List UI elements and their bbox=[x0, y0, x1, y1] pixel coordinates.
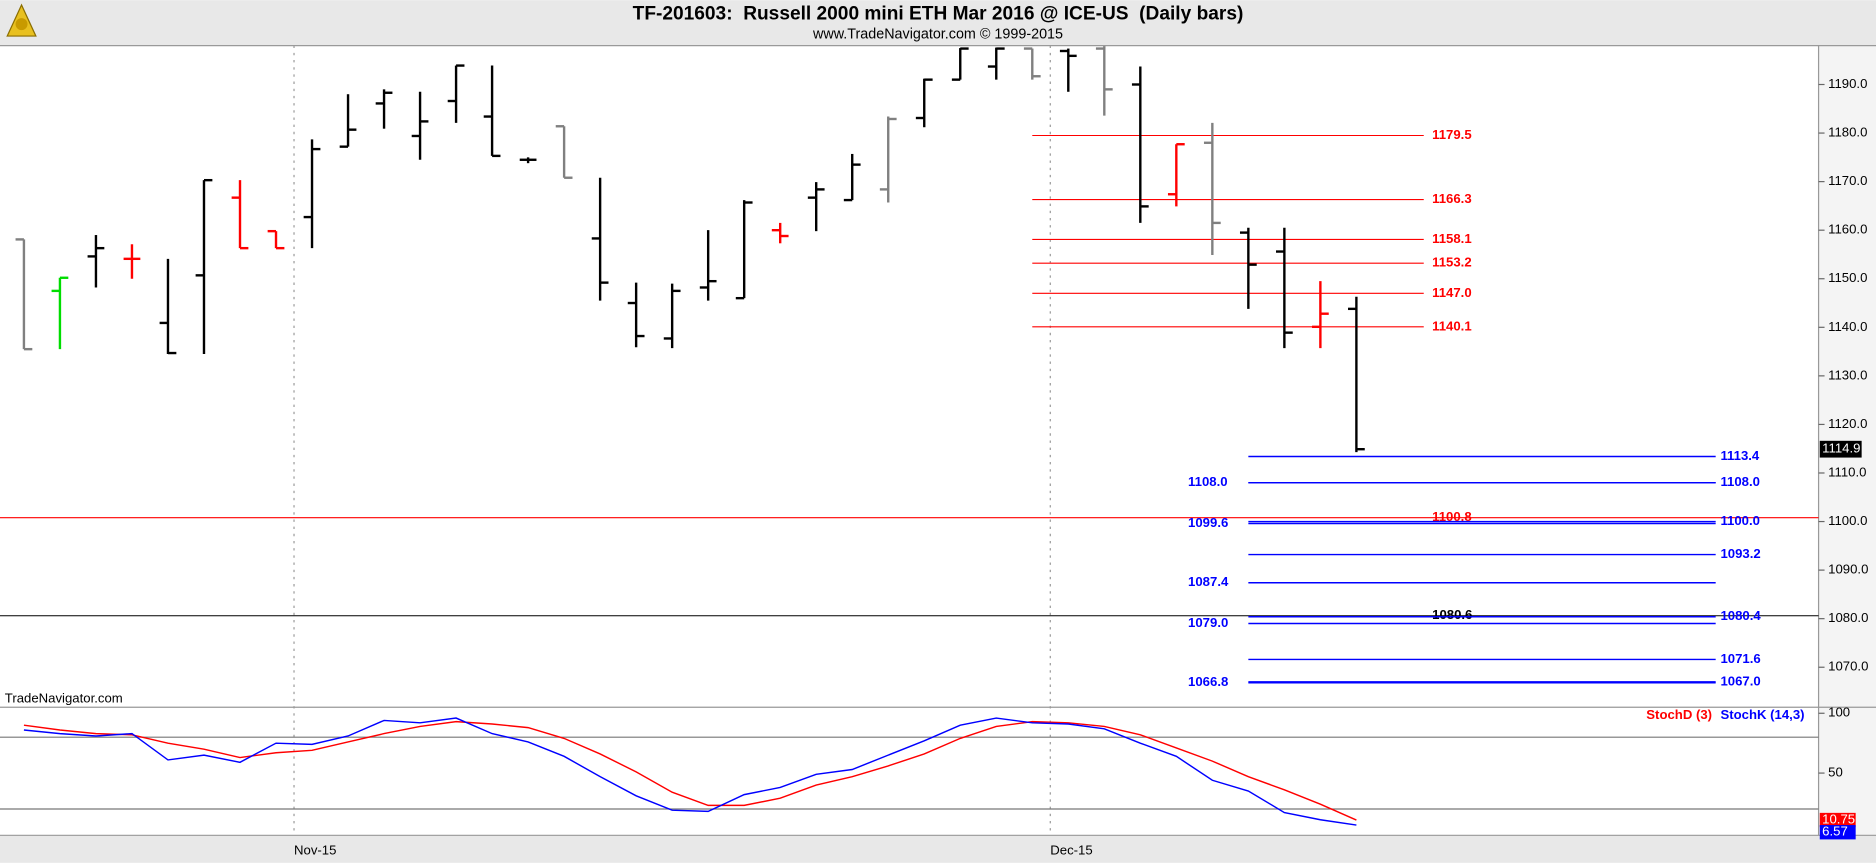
y-tick-label: 1090.0 bbox=[1828, 562, 1868, 577]
level-label: 1108.0 bbox=[1720, 474, 1760, 489]
level-label: 1166.3 bbox=[1432, 191, 1472, 206]
level-label: 1099.6 bbox=[1188, 515, 1228, 530]
last-value-label: 6.57 bbox=[1822, 824, 1848, 839]
y-tick-label: 1120.0 bbox=[1828, 416, 1867, 431]
level-label: 1093.2 bbox=[1720, 546, 1760, 561]
chart-subtitle: www.TradeNavigator.com © 1999-2015 bbox=[812, 27, 1063, 43]
last-value-box bbox=[1819, 825, 1856, 840]
last-value-box bbox=[1819, 812, 1856, 828]
level-label: 1067.0 bbox=[1720, 673, 1760, 688]
y-tick-label: 1170.0 bbox=[1828, 173, 1867, 188]
footer-bar bbox=[0, 835, 1876, 863]
y-tick-label: 1110.0 bbox=[1828, 464, 1866, 479]
last-value-label: 10.75 bbox=[1822, 812, 1855, 827]
level-label: 1100.8 bbox=[1432, 509, 1472, 524]
level-label: 1158.1 bbox=[1432, 231, 1472, 246]
header-bar bbox=[0, 0, 1876, 46]
x-tick-label: Nov-15 bbox=[294, 842, 336, 857]
price-axis-bg bbox=[1818, 45, 1876, 836]
y-tick-label: 1130.0 bbox=[1828, 367, 1867, 382]
y-tick-label: 50 bbox=[1828, 765, 1843, 780]
y-tick-label: 1070.0 bbox=[1828, 659, 1868, 674]
level-label: 1071.6 bbox=[1720, 651, 1760, 666]
level-label: 1179.5 bbox=[1432, 127, 1472, 142]
level-label: 1153.2 bbox=[1432, 255, 1472, 270]
y-tick-label: 1150.0 bbox=[1828, 270, 1867, 285]
y-tick-label: 100 bbox=[1828, 705, 1850, 720]
stoch-line bbox=[23, 717, 1357, 826]
logo bbox=[6, 3, 37, 37]
level-label: 1066.8 bbox=[1188, 674, 1228, 689]
chart-title: TF-201603: Russell 2000 mini ETH Mar 201… bbox=[633, 4, 1244, 25]
legend-label: StochD (3) bbox=[1646, 707, 1712, 722]
level-label: 1113.4 bbox=[1720, 448, 1759, 463]
level-label: 1079.0 bbox=[1188, 615, 1228, 630]
stoch-line bbox=[23, 720, 1357, 821]
level-label: 1140.1 bbox=[1432, 318, 1472, 333]
level-label: 1087.4 bbox=[1188, 574, 1229, 589]
last-price-label: 1114.9 bbox=[1822, 441, 1860, 456]
y-tick-label: 1080.0 bbox=[1828, 610, 1868, 625]
level-label: 1108.0 bbox=[1188, 474, 1228, 489]
watermark: TradeNavigator.com bbox=[5, 690, 123, 705]
x-tick-label: Dec-15 bbox=[1050, 842, 1092, 857]
y-tick-label: 1190.0 bbox=[1828, 76, 1867, 91]
y-tick-label: 1100.0 bbox=[1828, 513, 1867, 528]
y-tick-label: 1160.0 bbox=[1828, 222, 1867, 237]
level-label: 1080.4 bbox=[1720, 608, 1761, 623]
level-label: 1080.6 bbox=[1432, 607, 1472, 622]
level-label: 1147.0 bbox=[1432, 285, 1472, 300]
last-price-box bbox=[1819, 440, 1862, 458]
legend-label: StochK (14,3) bbox=[1720, 707, 1804, 722]
level-label: 1100.0 bbox=[1720, 513, 1760, 528]
y-tick-label: 1140.0 bbox=[1828, 319, 1867, 334]
y-tick-label: 1180.0 bbox=[1828, 125, 1867, 140]
